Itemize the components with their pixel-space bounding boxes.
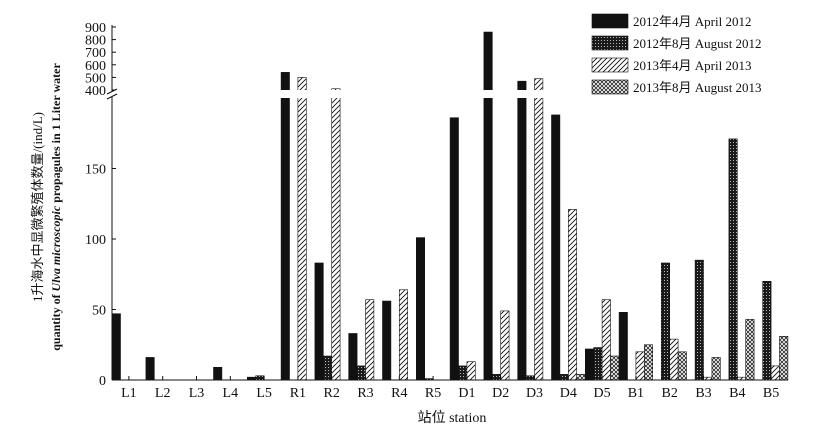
y-tick-label: 100 — [85, 233, 106, 248]
x-tick-label: R1 — [290, 386, 306, 401]
legend-swatch — [591, 35, 629, 51]
legend-label: 2012年8月 August 2012 — [633, 36, 762, 51]
bar-B2-2 — [660, 262, 670, 381]
bar-D1-3 — [466, 361, 476, 381]
bar-D3-3 — [534, 78, 544, 381]
x-tick-label: D5 — [594, 386, 611, 401]
bar-D3-1 — [517, 80, 527, 381]
x-tick-label: B2 — [662, 386, 678, 401]
bar-R1-1 — [280, 72, 290, 381]
x-tick-label: L4 — [223, 386, 239, 401]
bar-R3-3 — [365, 299, 375, 381]
x-tick-label: D2 — [492, 386, 509, 401]
legend-swatch — [591, 57, 629, 73]
bar-B1-3 — [635, 351, 645, 381]
bar-B3-4 — [711, 357, 721, 381]
x-tick-label: B4 — [729, 386, 745, 401]
y-axis-title-english-pre: quantity of — [49, 291, 63, 350]
legend: 2012年4月 April 2012 2012年8月 August 2012 201… — [591, 13, 762, 95]
x-tick-label: R4 — [391, 386, 407, 401]
bar-B5-3 — [770, 365, 780, 381]
bar-L5-2 — [255, 375, 265, 381]
bar-D5-1 — [584, 348, 594, 381]
bar-R3-1 — [348, 333, 358, 381]
y-axis-title-english-italic: Ulva microscopic — [49, 205, 63, 291]
bar-D1-1 — [449, 117, 459, 381]
bar-B2-4 — [677, 351, 687, 381]
bar-D2-3 — [500, 310, 510, 381]
y-axis-title-english: quantity of Ulva microscopic propagules … — [49, 63, 63, 351]
y-axis-title-english-post: propagules in 1 Liter water — [49, 63, 63, 206]
x-tick-label: L1 — [121, 386, 137, 401]
x-tick-label: L3 — [189, 386, 205, 401]
x-tick-label: D1 — [458, 386, 475, 401]
x-tick-label: L2 — [155, 386, 171, 401]
x-tick-label: B5 — [763, 386, 779, 401]
bar-B4-4 — [745, 319, 755, 381]
y-tick-label: 600 — [85, 59, 106, 74]
y-tick-label: 0 — [99, 374, 106, 389]
x-tick-label: B1 — [628, 386, 644, 401]
x-tick-label: L5 — [256, 386, 272, 401]
bar-B1-1 — [618, 312, 628, 381]
bar-D2-1 — [483, 31, 493, 381]
legend-label: 2012年4月 April 2012 — [633, 14, 751, 29]
bar-B1-4 — [643, 344, 653, 381]
bar-B2-3 — [669, 338, 679, 381]
legend-label: 2013年4月 April 2013 — [633, 58, 751, 73]
bar-R3-2 — [356, 365, 366, 381]
x-tick-label: R2 — [324, 386, 340, 401]
bar-D3-2 — [525, 375, 535, 381]
y-tick-label: 900 — [85, 21, 106, 36]
y-tick-label: 800 — [85, 34, 106, 49]
bar-R2-1 — [314, 262, 324, 381]
bar-D2-2 — [491, 374, 501, 381]
bar-L4-1 — [213, 367, 223, 381]
axis-break-mark — [106, 93, 118, 100]
bar-B4-2 — [728, 138, 738, 381]
bar-D4-2 — [559, 374, 569, 381]
bar-D4-3 — [567, 209, 577, 381]
x-tick-label: R3 — [357, 386, 373, 401]
bar-D4-4 — [576, 374, 586, 381]
bar-D1-2 — [458, 365, 468, 381]
y-tick-label: 150 — [85, 163, 106, 178]
bar-L2-1 — [145, 357, 155, 381]
y-axis-title-chinese: 1升海水中显微繁殖体数量/(ind/L) — [30, 112, 45, 302]
bar-D5-2 — [593, 347, 603, 381]
x-tick-label: D3 — [526, 386, 543, 401]
bar-R4-3 — [398, 289, 408, 381]
bar-B5-2 — [762, 280, 772, 381]
x-tick-label: R5 — [425, 386, 441, 401]
bar-R4-1 — [382, 300, 392, 381]
bar-R1-3 — [297, 77, 307, 381]
legend-swatch — [591, 79, 629, 95]
bar-R2-2 — [322, 355, 332, 381]
bar-D5-3 — [601, 299, 611, 381]
y-tick-label: 50 — [92, 304, 106, 319]
y-tick-label: 700 — [85, 46, 106, 61]
bar-B5-4 — [779, 335, 789, 381]
bar-D4-1 — [551, 114, 561, 381]
bar-B3-2 — [694, 259, 704, 381]
bar-D5-4 — [610, 355, 620, 381]
legend-swatch — [591, 13, 629, 29]
legend-label: 2013年8月 August 2013 — [633, 80, 762, 95]
y-tick-label: 400 — [85, 84, 106, 99]
x-tick-label: D4 — [560, 386, 577, 401]
x-axis-title: 站位 station — [418, 410, 487, 426]
bar-R5-1 — [415, 237, 425, 381]
x-tick-label: B3 — [695, 386, 711, 401]
y-tick-label: 500 — [85, 71, 106, 86]
axis-break-gap — [108, 90, 788, 98]
bar-L1-1 — [111, 313, 121, 381]
bar-R2-3 — [331, 88, 341, 381]
